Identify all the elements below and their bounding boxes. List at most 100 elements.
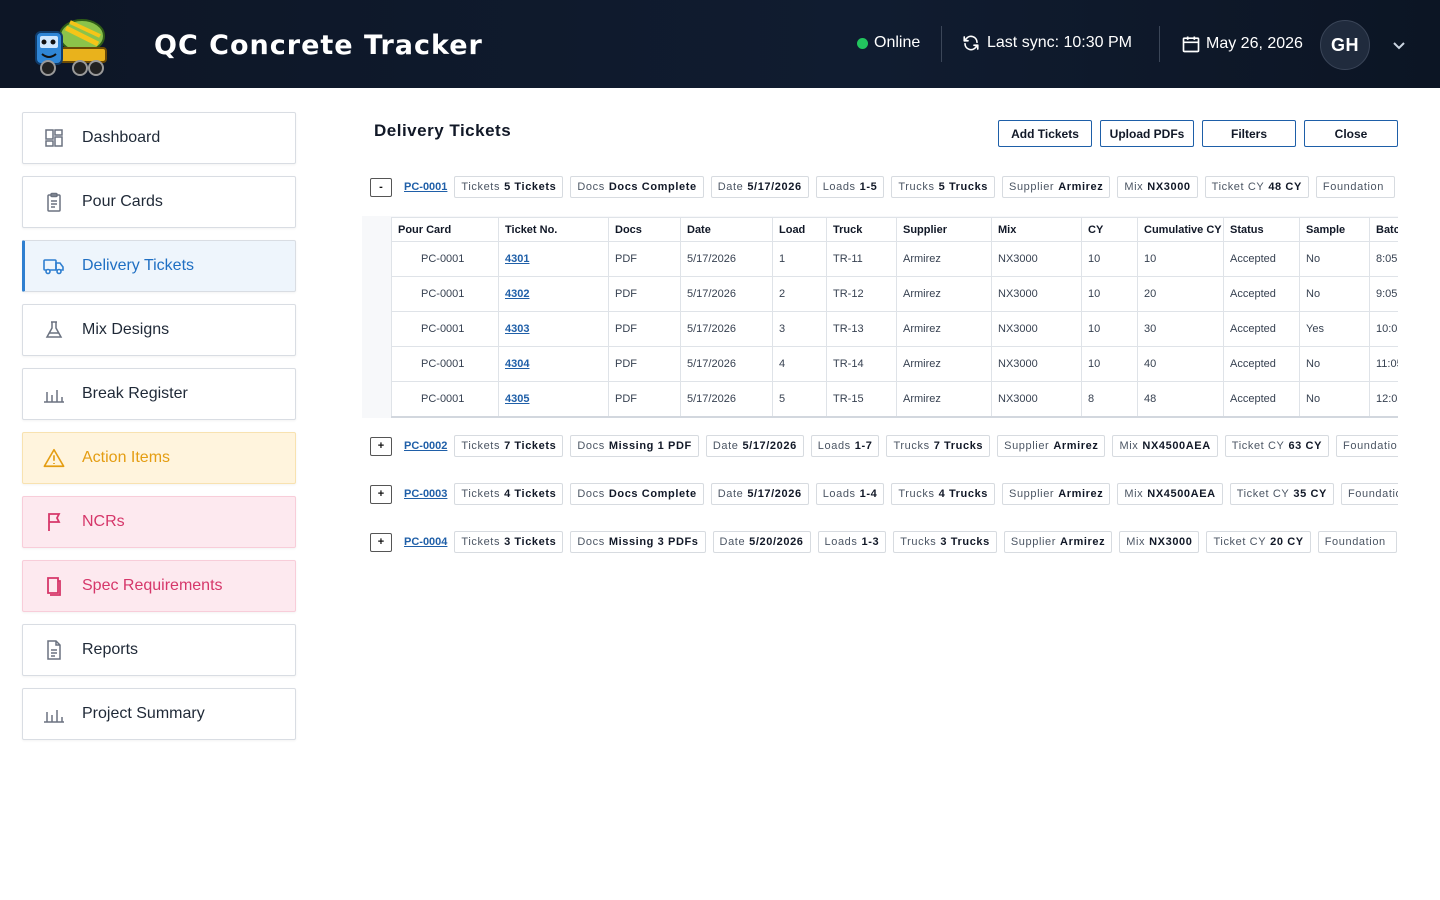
table-cell: 2: [772, 276, 827, 312]
app-header: QC Concrete Tracker Online Last sync: 10…: [0, 0, 1440, 88]
sidebar-item-spec-requirements[interactable]: Spec Requirements: [22, 560, 296, 612]
column-header[interactable]: Batch Time: [1369, 217, 1398, 242]
chip-value: Missing 1 PDF: [608, 440, 692, 452]
chip-key: Loads: [822, 488, 856, 500]
pour-card-link[interactable]: PC-0004: [404, 536, 448, 548]
sidebar-item-action-items[interactable]: Action Items: [22, 432, 296, 484]
table-cell: 30: [1137, 311, 1224, 347]
sidebar-item-label: Reports: [82, 641, 139, 658]
summary-chip: Docs Missing 1 PDF: [570, 435, 699, 457]
chip-value: Armirez: [1058, 488, 1104, 500]
chip-key: Date: [717, 181, 744, 193]
table-cell: 5/17/2026: [680, 346, 773, 382]
refresh-icon: [963, 35, 979, 51]
chip-value: NX3000: [1147, 181, 1191, 193]
summary-chip: Date 5/17/2026: [710, 176, 809, 198]
column-header[interactable]: Supplier: [896, 217, 992, 242]
ticket-number-link[interactable]: 4303: [505, 323, 530, 335]
table-cell: PC-0001: [391, 311, 499, 347]
table-cell: No: [1299, 276, 1370, 312]
chip-value: 5/17/2026: [747, 181, 802, 193]
table-row[interactable]: PC-0001 4303 PDF 5/17/2026 3 TR-13 Armirez NX30…: [391, 311, 1398, 347]
sidebar-item-label: Spec Requirements: [82, 577, 223, 594]
chip-key: Foundation: [1347, 488, 1398, 500]
collapse-toggle-button[interactable]: -: [370, 177, 392, 197]
table-row[interactable]: PC-0001 4302 PDF 5/17/2026 2 TR-12 Armirez NX30…: [391, 276, 1398, 312]
sidebar-item-ncrs[interactable]: NCRs: [22, 496, 296, 548]
column-header[interactable]: Load: [772, 217, 827, 242]
bar-chart-icon: [43, 383, 65, 405]
chip-key: Loads: [822, 181, 856, 193]
table-row[interactable]: PC-0001 4305 PDF 5/17/2026 5 TR-15 Armirez NX30…: [391, 381, 1398, 417]
summary-chip: Ticket CY 63 CY: [1224, 435, 1330, 457]
table-row[interactable]: PC-0001 4301 PDF 5/17/2026 1 TR-11 Armirez NX30…: [391, 241, 1398, 277]
column-header[interactable]: Sample: [1299, 217, 1370, 242]
table-cell: No: [1299, 381, 1370, 417]
summary-chip: Loads 1-3: [817, 531, 887, 553]
clipboard-icon: [43, 191, 65, 213]
sync-status[interactable]: Last sync: 10:30 PM: [962, 34, 1132, 52]
column-header[interactable]: Mix: [991, 217, 1082, 242]
chip-value: 1-5: [859, 181, 878, 193]
sidebar-item-pour-cards[interactable]: Pour Cards: [22, 176, 296, 228]
chip-value: Armirez: [1058, 181, 1104, 193]
table-cell: TR-12: [826, 276, 897, 312]
column-header[interactable]: Cumulative CY: [1137, 217, 1224, 242]
chip-key: Mix: [1119, 440, 1139, 452]
ticket-number-link[interactable]: 4305: [505, 393, 530, 405]
user-avatar[interactable]: GH: [1320, 20, 1370, 70]
chip-value: 48 CY: [1268, 181, 1302, 193]
table-cell: Armirez: [896, 241, 992, 277]
sidebar-item-break-register[interactable]: Break Register: [22, 368, 296, 420]
column-header[interactable]: Ticket No.: [498, 217, 609, 242]
chip-value: 1-4: [859, 488, 878, 500]
chip-value: 63 CY: [1288, 440, 1323, 452]
expand-toggle-button[interactable]: +: [370, 436, 392, 456]
chip-value: 7 Trucks: [933, 440, 984, 452]
chip-key: Trucks: [900, 536, 937, 548]
ticket-number-link[interactable]: 4301: [505, 253, 530, 265]
ticket-number-link[interactable]: 4302: [505, 288, 530, 300]
table-cell: 10: [1081, 241, 1138, 277]
chip-key: Ticket CY: [1236, 488, 1290, 500]
summary-chip: Mix NX4500AEA: [1112, 435, 1218, 457]
table-cell: PDF: [608, 346, 681, 382]
table-cell: 10: [1081, 311, 1138, 347]
table-cell: PC-0001: [391, 276, 499, 312]
sidebar-item-reports[interactable]: Reports: [22, 624, 296, 676]
sidebar-item-dashboard[interactable]: Dashboard: [22, 112, 296, 164]
pour-card-link[interactable]: PC-0002: [404, 440, 448, 452]
pour-card-link[interactable]: PC-0003: [404, 488, 448, 500]
expand-toggle-button[interactable]: +: [370, 532, 392, 552]
table-cell: NX3000: [991, 241, 1082, 277]
column-header[interactable]: Pour Card: [391, 217, 499, 242]
table-cell: 9:05 AM: [1369, 276, 1398, 312]
close-button[interactable]: Close: [1304, 120, 1398, 147]
column-header[interactable]: CY: [1081, 217, 1138, 242]
chip-value: Docs Complete: [608, 488, 697, 500]
column-header[interactable]: Docs: [608, 217, 681, 242]
table-cell: Accepted: [1223, 311, 1300, 347]
table-row[interactable]: PC-0001 4304 PDF 5/17/2026 4 TR-14 Armirez NX30…: [391, 346, 1398, 382]
sidebar-item-delivery-tickets[interactable]: Delivery Tickets: [22, 240, 296, 292]
chip-value: NX3000: [1149, 536, 1193, 548]
table-cell: 40: [1137, 346, 1224, 382]
table-header-row: Pour Card Ticket No. Docs Date Load Truck Supp…: [391, 217, 1398, 242]
ticket-number-link[interactable]: 4304: [505, 358, 530, 370]
sidebar-item-mix-designs[interactable]: Mix Designs: [22, 304, 296, 356]
chip-key: Date: [717, 488, 744, 500]
date-label: May 26, 2026: [1206, 35, 1303, 52]
pour-card-link[interactable]: PC-0001: [404, 181, 448, 193]
column-header[interactable]: Date: [680, 217, 773, 242]
column-header[interactable]: Truck: [826, 217, 897, 242]
chip-key: Docs: [577, 536, 605, 548]
table-cell: PDF: [608, 241, 681, 277]
upload-pdfs-button[interactable]: Upload PDFs: [1100, 120, 1194, 147]
expand-toggle-button[interactable]: +: [370, 484, 392, 504]
filters-button[interactable]: Filters: [1202, 120, 1296, 147]
chip-key: Tickets: [461, 440, 501, 452]
chevron-down-icon[interactable]: [1392, 38, 1406, 56]
column-header[interactable]: Status: [1223, 217, 1300, 242]
sidebar-item-project-summary[interactable]: Project Summary: [22, 688, 296, 740]
add-tickets-button[interactable]: Add Tickets: [998, 120, 1092, 147]
